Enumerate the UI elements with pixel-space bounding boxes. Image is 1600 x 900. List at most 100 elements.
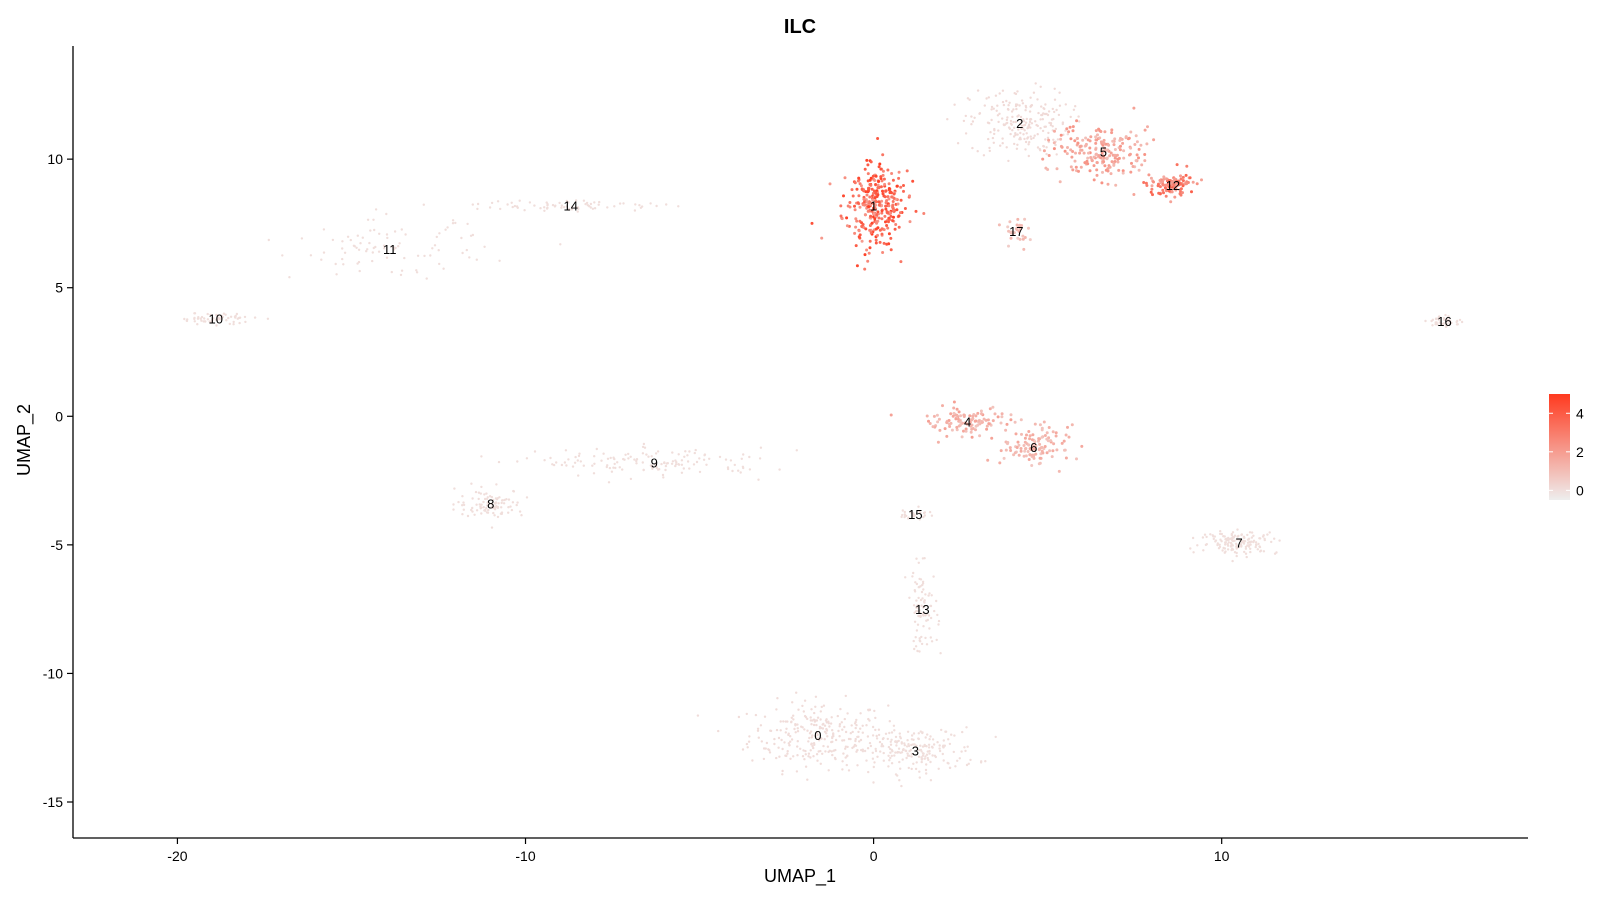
cell-point-cluster-9 — [677, 463, 680, 466]
cell-point-cluster-3 — [932, 743, 936, 746]
cell-point-cluster-6 — [1043, 434, 1047, 437]
cell-point-cluster-1 — [875, 213, 879, 217]
cell-point-cluster-5 — [1094, 135, 1098, 139]
cell-point-cluster-0 — [812, 746, 815, 750]
cell-point-cluster-14 — [574, 199, 578, 202]
cell-point-cluster-8 — [461, 504, 464, 507]
cell-point-cluster-3 — [893, 754, 896, 757]
cell-point-cluster-4 — [1009, 418, 1013, 422]
cell-point-cluster-0 — [819, 737, 823, 740]
cell-point-cluster-1 — [887, 182, 891, 186]
cell-point-cluster-15 — [923, 511, 927, 514]
cell-point-cluster-5 — [1140, 163, 1144, 167]
cell-point-cluster-9 — [516, 460, 519, 463]
cell-point-cluster-2 — [1007, 104, 1010, 107]
cell-point-cluster-8 — [490, 503, 494, 506]
cell-point-cluster-9 — [742, 453, 745, 456]
cell-point-cluster-3 — [897, 739, 900, 743]
cell-point-cluster-5 — [1094, 147, 1098, 151]
cell-point-cluster-14 — [574, 206, 577, 209]
cell-point-cluster-14 — [518, 199, 521, 202]
cell-point-cluster-8 — [477, 491, 481, 494]
cell-point-cluster-0 — [853, 722, 857, 725]
cell-point-cluster-3 — [926, 750, 929, 753]
cell-point-cluster-1 — [853, 231, 857, 235]
cell-point-cluster-8 — [492, 511, 495, 515]
cell-point-cluster-9 — [739, 471, 742, 474]
cell-point-cluster-2 — [1053, 98, 1057, 101]
cell-point-cluster-0 — [737, 715, 741, 719]
cell-point-cluster-9 — [618, 466, 621, 469]
cell-point-cluster-2 — [999, 144, 1002, 147]
cell-point-cluster-13 — [928, 592, 931, 595]
cell-point-cluster-5 — [1129, 146, 1133, 150]
cell-point-cluster-10 — [227, 316, 230, 320]
cell-point-cluster-14 — [665, 203, 668, 206]
cell-point-cluster-1 — [892, 215, 895, 219]
cell-point-cluster-17 — [1021, 234, 1025, 238]
cell-point-cluster-2 — [962, 119, 966, 123]
cell-point-cluster-4 — [965, 422, 969, 426]
cell-point-cluster-5 — [1070, 155, 1074, 159]
cell-point-cluster-3 — [910, 734, 914, 737]
cell-point-cluster-9 — [737, 469, 740, 472]
cell-point-cluster-3 — [898, 760, 901, 764]
cell-point-cluster-3 — [947, 738, 950, 741]
cell-point-cluster-0 — [823, 730, 827, 733]
cell-point-cluster-2 — [1034, 120, 1037, 123]
cell-point-cluster-5 — [1053, 129, 1056, 133]
cell-point-cluster-3 — [906, 730, 910, 733]
cell-point-cluster-7 — [1262, 550, 1266, 553]
cell-point-cluster-9 — [607, 481, 611, 484]
cell-point-cluster-7 — [1204, 543, 1208, 547]
cell-point-cluster-6 — [1033, 422, 1037, 426]
cell-point-cluster-5 — [1112, 163, 1116, 167]
cell-point-cluster-1 — [899, 198, 903, 202]
cell-point-cluster-6 — [1045, 451, 1049, 455]
cell-point-cluster-2 — [1001, 137, 1004, 140]
cell-point-cluster-1 — [881, 251, 885, 254]
cell-point-cluster-6 — [1009, 449, 1013, 452]
cell-point-cluster-0 — [789, 757, 792, 760]
cell-point-cluster-1 — [871, 191, 875, 195]
cell-point-cluster-12 — [1181, 179, 1185, 183]
cell-point-cluster-5 — [1107, 143, 1111, 147]
cell-point-cluster-2 — [1022, 124, 1026, 127]
cell-point-cluster-3 — [914, 767, 918, 771]
cell-point-cluster-13 — [918, 650, 921, 653]
cell-point-cluster-8 — [461, 495, 464, 498]
cell-point-cluster-6 — [1049, 439, 1053, 443]
cell-point-cluster-3 — [931, 746, 934, 749]
cell-point-cluster-3 — [891, 750, 894, 753]
cell-point-cluster-2 — [1045, 146, 1048, 149]
cell-point-cluster-3 — [897, 747, 901, 750]
cell-point-cluster-9 — [692, 463, 696, 466]
cell-point-cluster-4 — [988, 407, 992, 411]
cell-point-cluster-7 — [1231, 559, 1234, 563]
cell-point-cluster-13 — [919, 614, 922, 618]
cell-point-cluster-9 — [573, 461, 577, 464]
cell-point-cluster-7 — [1189, 547, 1192, 550]
cell-point-cluster-1 — [810, 221, 814, 225]
cell-point-cluster-2 — [1027, 154, 1031, 158]
cell-point-cluster-8 — [462, 508, 465, 511]
cell-point-cluster-7 — [1252, 534, 1255, 537]
cell-point-cluster-1 — [850, 188, 854, 192]
cell-point-cluster-0 — [815, 723, 818, 727]
cell-point-cluster-1 — [868, 246, 872, 250]
cell-point-cluster-3 — [920, 760, 923, 764]
cell-point-cluster-1 — [885, 224, 889, 227]
cell-point-cluster-6 — [1020, 432, 1023, 436]
cell-point-cluster-12 — [1179, 177, 1183, 181]
cell-point-cluster-5 — [1110, 160, 1114, 164]
cell-point-cluster-9 — [702, 458, 706, 461]
cell-point-cluster-6 — [1045, 431, 1049, 435]
cell-point-cluster-14 — [560, 204, 564, 207]
cell-point-cluster-13 — [921, 583, 924, 587]
cell-point-cluster-6 — [1054, 434, 1058, 438]
cell-point-cluster-1 — [866, 259, 870, 263]
cell-point-cluster-3 — [886, 737, 889, 741]
cell-point-cluster-6 — [1026, 450, 1030, 453]
cell-point-cluster-14 — [565, 205, 569, 208]
cell-point-cluster-15 — [909, 511, 913, 514]
